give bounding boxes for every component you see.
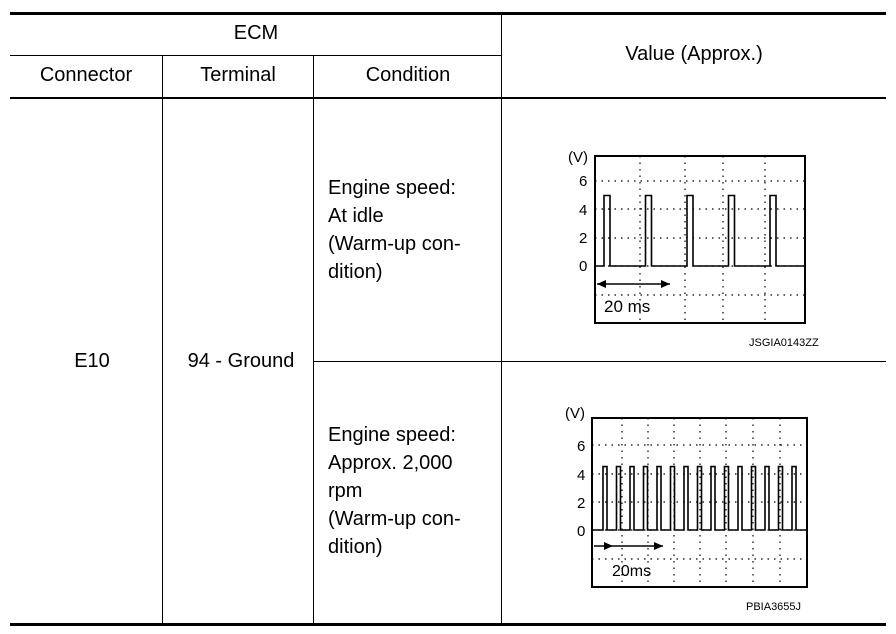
scope-grid [592,418,807,587]
figure-code: PBIA3655J [746,601,801,613]
header-ecm: ECM [233,22,279,44]
waveform-2000rpm: (V) 6 4 2 0 20ms PBIA3655J [565,405,808,613]
y-tick-label: 0 [579,258,587,275]
volt-unit-label: (V) [568,149,588,166]
time-division-label: 20 ms [604,297,650,316]
header-terminal: Terminal [200,64,276,86]
ecm-underline [10,55,501,56]
y-tick-label: 6 [579,173,587,190]
condition-line: Engine speed: [328,424,456,446]
condition-line: rpm [328,480,363,502]
y-tick-label: 4 [579,202,587,219]
terminal-cell: 94 - Ground [187,350,295,372]
scope-frame [591,417,808,588]
header-value: Value (Approx.) [625,43,763,65]
scope-frame [594,155,806,324]
time-division-label: 20ms [612,563,651,580]
time-span-arrow [597,280,670,288]
condition-line: (Warm-up con- [328,508,461,530]
signal-trace [596,194,804,267]
time-span-arrow [594,542,663,550]
y-tick-label: 2 [577,495,585,512]
figure-code: JSGIA0143ZZ [749,337,819,349]
y-tick-label: 4 [577,467,585,484]
condition-line: dition) [328,261,383,283]
row-divider [313,361,886,362]
condition-idle: Engine speed: At idle (Warm-up con- diti… [328,174,461,286]
condition-line: dition) [328,536,383,558]
col-divider-3 [501,14,502,624]
table-bottom-rule [10,623,886,626]
col-divider-2 [313,56,314,624]
header-condition: Condition [365,64,451,86]
y-tick-label: 6 [577,438,585,455]
table-top-rule [10,12,886,15]
header-bottom-rule [10,97,886,99]
connector-cell: E10 [74,350,110,372]
condition-line: Engine speed: [328,177,456,199]
condition-line: At idle [328,205,384,227]
signal-trace [593,465,806,531]
volt-unit-label: (V) [565,405,585,422]
col-divider-1 [162,56,163,624]
y-tick-label: 0 [577,523,585,540]
condition-line: Approx. 2,000 [328,452,453,474]
condition-2000rpm: Engine speed: Approx. 2,000 rpm (Warm-up… [328,421,461,561]
waveform-idle: (V) 6 4 2 0 20 ms JSGIA0143ZZ [568,149,819,349]
header-connector: Connector [39,64,133,86]
condition-line: (Warm-up con- [328,233,461,255]
y-tick-label: 2 [579,230,587,247]
